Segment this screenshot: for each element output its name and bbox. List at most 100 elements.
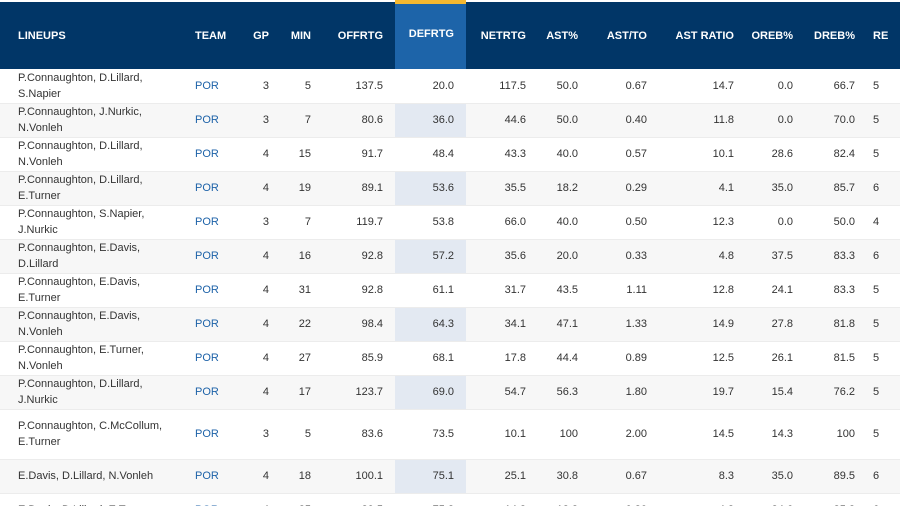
ast-pct-cell: 50.0 xyxy=(538,69,590,104)
ast-ratio-cell: 19.7 xyxy=(659,375,746,410)
table-header-row: LINEUPS TEAM GP MIN OFFRTG DEFRTG NETRTG… xyxy=(0,0,900,69)
ast-to-cell: 0.30 xyxy=(590,493,659,506)
dreb-pct-cell: 82.4 xyxy=(805,137,867,172)
column-header-min[interactable]: MIN xyxy=(281,2,323,69)
ast-ratio-cell: 14.5 xyxy=(659,409,746,460)
defrtg-cell: 20.0 xyxy=(395,69,466,104)
team-cell[interactable]: POR xyxy=(189,409,241,460)
ast-to-cell: 1.33 xyxy=(590,307,659,342)
table-row: P.Connaughton, D.Lillard, J.Nurkic POR 4 17… xyxy=(0,375,900,410)
column-header-ast-to[interactable]: AST/TO xyxy=(590,2,659,69)
table-row: P.Connaughton, E.Davis, N.Vonleh POR 4 22 98… xyxy=(0,307,900,342)
column-header-lineups[interactable]: LINEUPS xyxy=(0,2,189,69)
team-cell[interactable]: POR xyxy=(189,103,241,138)
column-header-oreb-pct[interactable]: OREB% xyxy=(746,2,805,69)
oreb-pct-cell: 15.4 xyxy=(746,375,805,410)
column-header-gp[interactable]: GP xyxy=(241,2,281,69)
team-cell[interactable]: POR xyxy=(189,239,241,274)
oreb-pct-cell: 27.8 xyxy=(746,307,805,342)
team-cell[interactable]: POR xyxy=(189,493,241,506)
netrtg-cell: 10.1 xyxy=(466,409,538,460)
ast-to-cell: 0.33 xyxy=(590,239,659,274)
dreb-pct-cell: 66.7 xyxy=(805,69,867,104)
team-cell[interactable]: POR xyxy=(189,273,241,308)
min-cell: 5 xyxy=(281,69,323,104)
ast-ratio-cell: 8.3 xyxy=(659,459,746,494)
dreb-pct-cell: 83.3 xyxy=(805,273,867,308)
offrtg-cell: 92.8 xyxy=(323,273,395,308)
lineup-cell: P.Connaughton, S.Napier, J.Nurkic xyxy=(0,205,189,240)
min-cell: 7 xyxy=(281,205,323,240)
ast-pct-cell: 50.0 xyxy=(538,103,590,138)
team-cell[interactable]: POR xyxy=(189,459,241,494)
team-cell[interactable]: POR xyxy=(189,205,241,240)
column-header-dreb-pct[interactable]: DREB% xyxy=(805,2,867,69)
oreb-pct-cell: 34.6 xyxy=(746,493,805,506)
min-cell: 15 xyxy=(281,137,323,172)
ast-to-cell: 0.67 xyxy=(590,69,659,104)
team-cell[interactable]: POR xyxy=(189,137,241,172)
netrtg-cell: 54.7 xyxy=(466,375,538,410)
ast-pct-cell: 40.0 xyxy=(538,137,590,172)
lineup-cell: P.Connaughton, D.Lillard, S.Napier xyxy=(0,69,189,104)
offrtg-cell: 123.7 xyxy=(323,375,395,410)
gp-cell: 3 xyxy=(241,69,281,104)
ast-to-cell: 0.89 xyxy=(590,341,659,376)
gp-cell: 4 xyxy=(241,493,281,506)
team-cell[interactable]: POR xyxy=(189,307,241,342)
dreb-pct-cell: 81.8 xyxy=(805,307,867,342)
column-header-ast-ratio[interactable]: AST RATIO xyxy=(659,2,746,69)
dreb-pct-cell: 85.2 xyxy=(805,493,867,506)
column-header-offrtg[interactable]: OFFRTG xyxy=(323,2,395,69)
ast-to-cell: 1.80 xyxy=(590,375,659,410)
gp-cell: 4 xyxy=(241,341,281,376)
team-cell[interactable]: POR xyxy=(189,69,241,104)
defrtg-cell: 61.1 xyxy=(395,273,466,308)
lineup-cell: P.Connaughton, E.Turner, N.Vonleh xyxy=(0,341,189,376)
ast-pct-cell: 100 xyxy=(538,409,590,460)
offrtg-cell: 119.7 xyxy=(323,205,395,240)
reb-pct-cell: 5 xyxy=(867,341,900,376)
column-header-team[interactable]: TEAM xyxy=(189,2,241,69)
ast-pct-cell: 44.4 xyxy=(538,341,590,376)
min-cell: 27 xyxy=(281,341,323,376)
column-header-reb-pct[interactable]: RE xyxy=(867,2,900,69)
team-cell[interactable]: POR xyxy=(189,171,241,206)
offrtg-cell: 89.5 xyxy=(323,493,395,506)
gp-cell: 4 xyxy=(241,307,281,342)
lineup-cell: P.Connaughton, D.Lillard, N.Vonleh xyxy=(0,137,189,172)
ast-ratio-cell: 12.8 xyxy=(659,273,746,308)
netrtg-cell: 43.3 xyxy=(466,137,538,172)
ast-ratio-cell: 12.5 xyxy=(659,341,746,376)
dreb-pct-cell: 50.0 xyxy=(805,205,867,240)
ast-to-cell: 0.29 xyxy=(590,171,659,206)
defrtg-cell: 75.2 xyxy=(395,493,466,506)
ast-pct-cell: 18.8 xyxy=(538,493,590,506)
column-header-ast-pct[interactable]: AST% xyxy=(538,2,590,69)
ast-ratio-cell: 12.3 xyxy=(659,205,746,240)
defrtg-cell: 69.0 xyxy=(395,375,466,410)
table-row: P.Connaughton, D.Lillard, S.Napier POR 3 5 1… xyxy=(0,69,900,104)
netrtg-cell: 17.8 xyxy=(466,341,538,376)
oreb-pct-cell: 24.1 xyxy=(746,273,805,308)
table-row: P.Connaughton, D.Lillard, N.Vonleh POR 4 15… xyxy=(0,137,900,172)
table-row: P.Connaughton, C.McCollum, E.Turner POR 3 5… xyxy=(0,409,900,460)
gp-cell: 4 xyxy=(241,273,281,308)
reb-pct-cell: 5 xyxy=(867,69,900,104)
column-header-defrtg[interactable]: DEFRTG xyxy=(395,0,466,69)
defrtg-cell: 53.8 xyxy=(395,205,466,240)
ast-pct-cell: 18.2 xyxy=(538,171,590,206)
dreb-pct-cell: 83.3 xyxy=(805,239,867,274)
table-row: P.Connaughton, D.Lillard, E.Turner POR 4 19… xyxy=(0,171,900,206)
reb-pct-cell: 6 xyxy=(867,171,900,206)
min-cell: 5 xyxy=(281,409,323,460)
offrtg-cell: 98.4 xyxy=(323,307,395,342)
reb-pct-cell: 5 xyxy=(867,307,900,342)
reb-pct-cell: 5 xyxy=(867,375,900,410)
column-header-netrtg[interactable]: NETRTG xyxy=(466,2,538,69)
team-cell[interactable]: POR xyxy=(189,341,241,376)
reb-pct-cell: 6 xyxy=(867,239,900,274)
ast-pct-cell: 56.3 xyxy=(538,375,590,410)
team-cell[interactable]: POR xyxy=(189,375,241,410)
